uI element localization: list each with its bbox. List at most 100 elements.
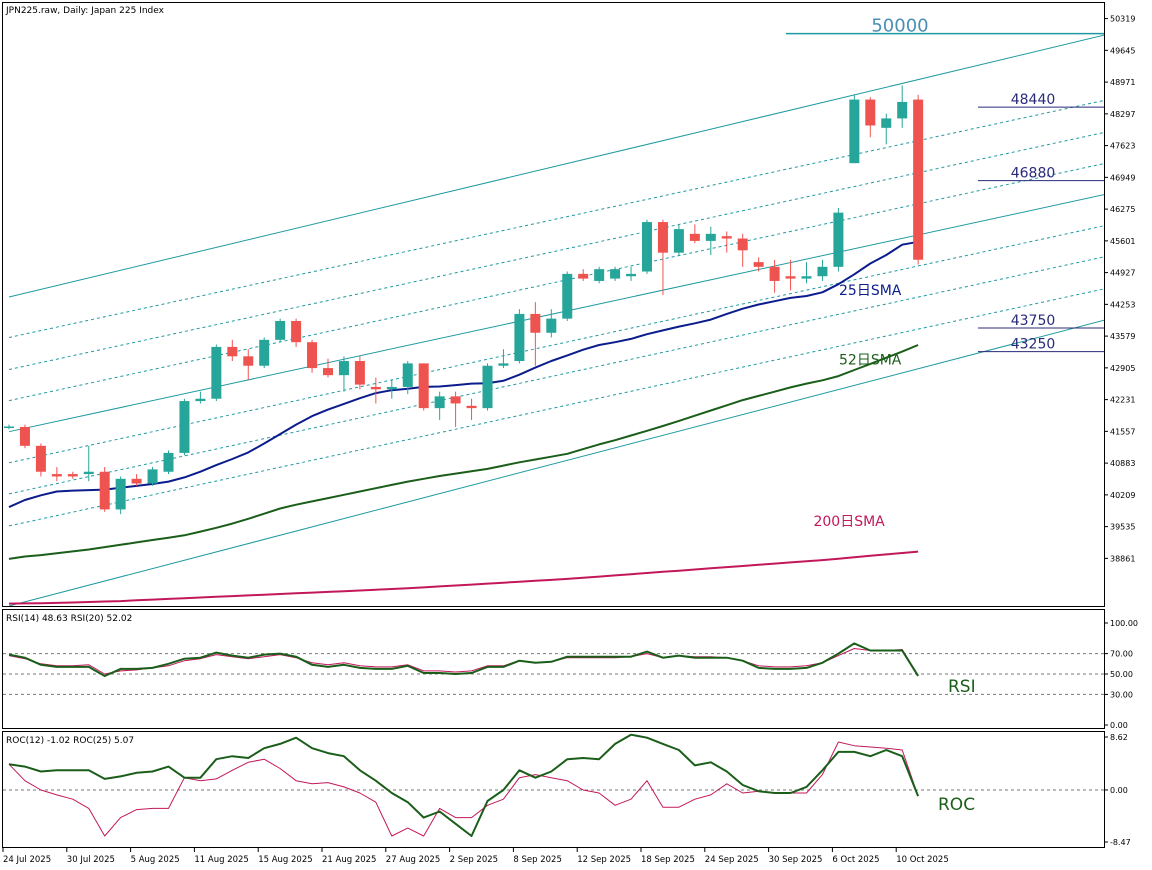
candle-body (865, 99, 876, 126)
bear-candle (354, 356, 365, 390)
bull-candle (402, 361, 413, 395)
candle-body (881, 118, 892, 128)
bull-candle (386, 379, 397, 399)
roc-tick-label: 8.62 (1110, 733, 1128, 742)
bull-candle (338, 356, 349, 392)
price-tick-label: 46275 (1110, 205, 1135, 214)
rsi20-line (8, 642, 919, 677)
bear-candle (785, 259, 796, 291)
bear-candle (418, 363, 429, 411)
bear-candle (737, 233, 748, 267)
bear-candle (530, 302, 541, 366)
candle-body (83, 471, 94, 475)
sma52-line (8, 344, 919, 560)
bear-candle (370, 377, 381, 404)
candle-body (51, 474, 62, 477)
candle-body (897, 101, 908, 119)
level-label: 46880 (1011, 166, 1056, 182)
bull-candle (275, 318, 286, 343)
bear-candle (35, 443, 46, 477)
horizontal-levels: 50000 48440 46880 43750 43250 (786, 16, 1104, 353)
price-tick-label: 42231 (1110, 396, 1135, 405)
candle-body (626, 273, 637, 277)
candle-body (163, 452, 174, 472)
candle-body (753, 262, 764, 267)
price-tick-label: 44927 (1110, 269, 1135, 278)
candle-body (243, 356, 254, 366)
candle-body (4, 426, 14, 429)
time-axis: 24 Jul 2025 30 Jul 2025 5 Aug 2025 11 Aug 2… (2, 847, 949, 865)
time-tick-label: 30 Sep 2025 (769, 855, 823, 865)
candle-body (594, 269, 605, 281)
candle-body (19, 426, 30, 446)
main-panel-frame (2, 2, 1105, 607)
bear-candle (689, 224, 700, 244)
time-tick-label: 11 Aug 2025 (194, 855, 248, 865)
price-tick-label: 38861 (1110, 554, 1135, 563)
rsi-tick-label: 50.00 (1110, 670, 1133, 679)
bull-candle (849, 94, 860, 164)
price-tick-label: 48971 (1110, 78, 1135, 87)
level-label: 48440 (1011, 92, 1056, 108)
roc-panel-frame (2, 731, 1105, 848)
candle-body (67, 474, 78, 477)
candle-body (386, 386, 397, 390)
candle-body (307, 342, 318, 369)
bear-candle (913, 94, 924, 265)
channel-center-line (8, 194, 1104, 433)
bull-candle (195, 391, 206, 404)
bear-candle (657, 219, 668, 296)
bear-candle (19, 424, 30, 449)
bear-candle (769, 259, 780, 293)
candle-body (370, 386, 381, 390)
candle-body (705, 233, 716, 241)
rsi-panel-frame (2, 609, 1105, 729)
candle-body (227, 346, 238, 357)
bear-candle (450, 391, 461, 427)
price-tick-label: 48297 (1110, 110, 1135, 119)
roc-tick-label: 0.00 (1110, 786, 1128, 795)
bull-candle (642, 219, 652, 274)
main-plot-area (4, 34, 1104, 606)
chart-annotations: 25日SMA 52日SMA 200日SMA (813, 283, 901, 530)
bull-candle (211, 344, 222, 402)
bear-candle (131, 474, 142, 486)
channel-inner-line-lower (8, 225, 1104, 464)
bear-candle (51, 467, 62, 482)
candle-body (99, 471, 110, 510)
rsi-tick-label: 70.00 (1110, 650, 1133, 659)
candle-body (769, 266, 780, 281)
time-tick-label: 30 Jul 2025 (67, 855, 115, 865)
candle-body (259, 339, 270, 366)
candle-body (530, 313, 541, 333)
price-tick-label: 50319 (1110, 15, 1135, 24)
time-tick-label: 24 Jul 2025 (3, 855, 51, 865)
rsi-panel-title: RSI(14) 48.63 RSI(20) 52.02 (6, 614, 132, 624)
candle-body (849, 99, 860, 164)
candle-body (35, 445, 46, 472)
time-tick-label: 12 Sep 2025 (577, 855, 631, 865)
bear-candle (243, 349, 254, 380)
candle-body (354, 361, 365, 385)
time-tick-label: 21 Aug 2025 (322, 855, 376, 865)
time-tick-label: 6 Oct 2025 (832, 855, 879, 865)
bear-candle (753, 257, 764, 272)
price-tick-label: 45601 (1110, 237, 1135, 246)
candle-body (466, 405, 477, 409)
price-tick-label: 42905 (1110, 364, 1135, 373)
bull-candle (610, 266, 621, 281)
level-label-50000: 50000 (871, 16, 928, 37)
bull-candle (115, 476, 126, 515)
bear-candle (323, 358, 333, 378)
candle-body (275, 320, 286, 340)
sma200-line (8, 550, 919, 605)
rsi-label: RSI (948, 677, 976, 697)
candle-body (434, 396, 445, 409)
rsi-panel: 100.00 70.00 50.00 30.00 0.00 RSI (3, 619, 1138, 730)
candle-body (338, 361, 349, 376)
channel-lower-line (8, 319, 1104, 606)
bull-candle (147, 467, 158, 486)
bull-candle (562, 271, 573, 321)
candle-body (450, 396, 461, 404)
price-tick-label: 49645 (1110, 46, 1135, 55)
